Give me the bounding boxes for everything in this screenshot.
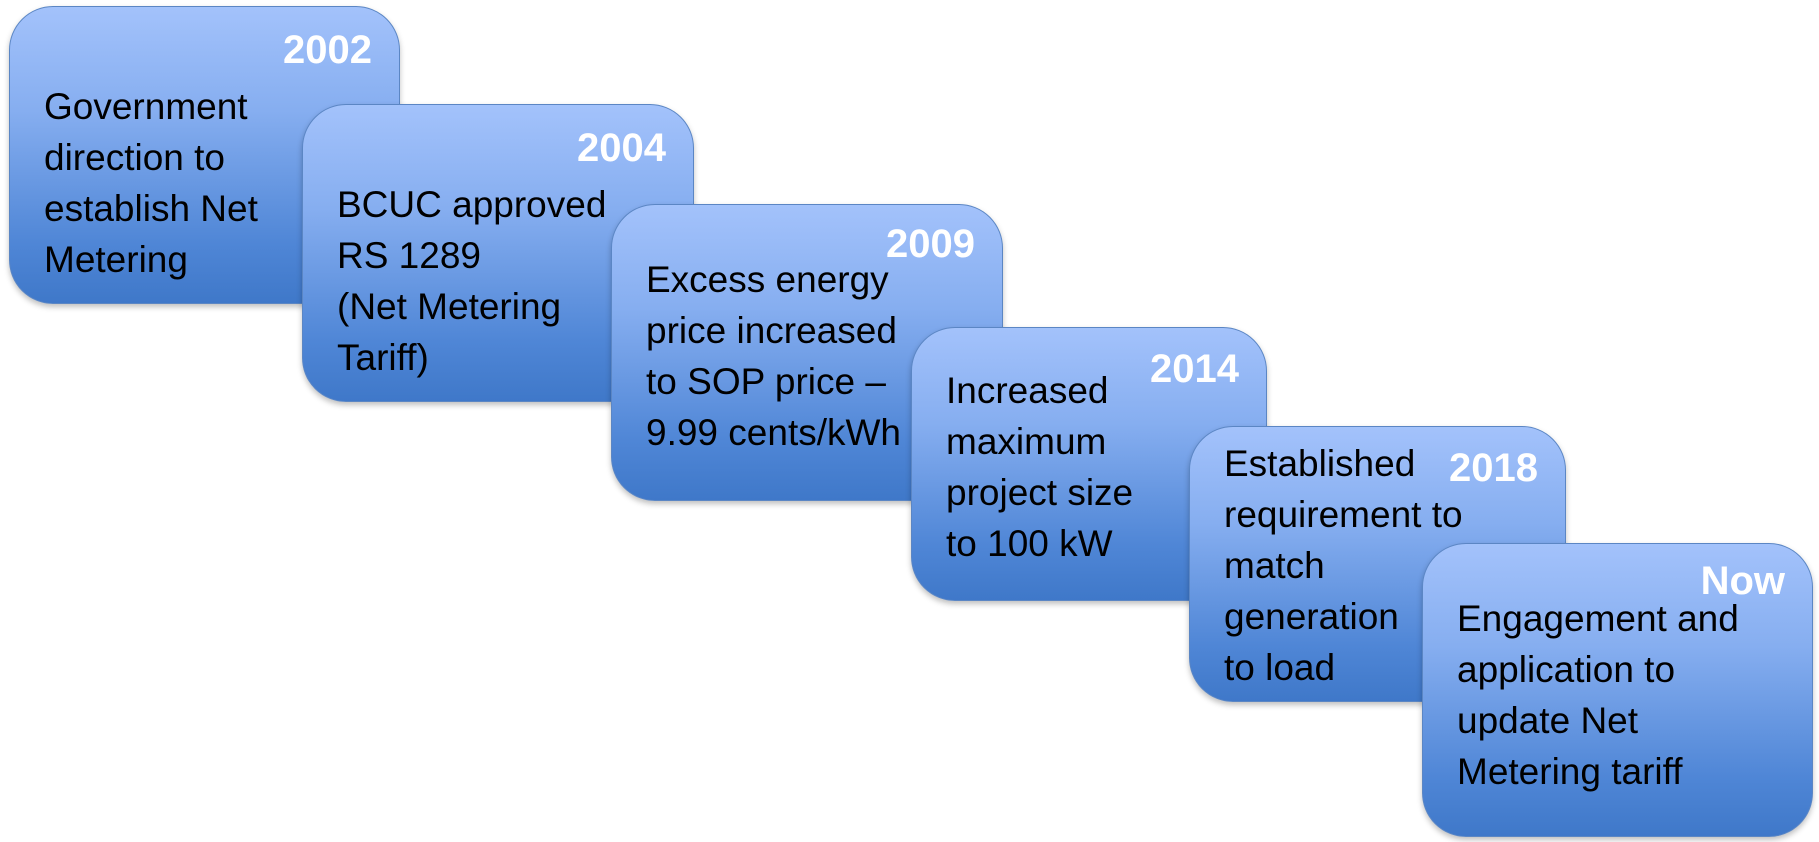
year-label: 2018 — [1449, 446, 1538, 490]
year-label: Now — [1700, 559, 1785, 603]
event-text: to 100 kW — [946, 523, 1113, 564]
event-text: Government — [44, 86, 248, 127]
event-text: project size — [946, 472, 1134, 513]
event-text: requirement to — [1224, 494, 1463, 535]
event-text: price increased — [646, 310, 897, 351]
event-text: Metering — [44, 239, 188, 280]
event-text: application to — [1457, 649, 1676, 690]
event-text: establish Net — [44, 188, 258, 229]
event-text: 9.99 cents/kWh — [646, 412, 902, 453]
timeline-box: Engagement and application to update Net Me… — [1422, 543, 1813, 837]
event-text: BCUC approved — [337, 184, 607, 225]
event-text: RS 1289 — [337, 235, 481, 276]
event-text: (Net Metering — [337, 286, 562, 327]
event-text: Increased — [946, 370, 1109, 411]
event-text: to SOP price – — [646, 361, 886, 402]
year-label: 2002 — [283, 28, 372, 72]
event-text: match — [1224, 545, 1325, 586]
event-text: generation — [1224, 596, 1399, 637]
year-label: 2009 — [886, 222, 975, 266]
event-text: Tariff) — [337, 337, 429, 378]
year-label: 2014 — [1150, 347, 1239, 391]
event-text: maximum — [946, 421, 1107, 462]
event-text: Engagement and — [1457, 598, 1739, 639]
event-text: Metering tariff — [1457, 751, 1683, 792]
event-text: Excess energy — [646, 259, 889, 300]
event-text: to load — [1224, 647, 1336, 688]
event-text: direction to — [44, 137, 225, 178]
event-text: Established — [1224, 443, 1416, 484]
event-text: update Net — [1457, 700, 1639, 741]
year-label: 2004 — [577, 126, 666, 170]
